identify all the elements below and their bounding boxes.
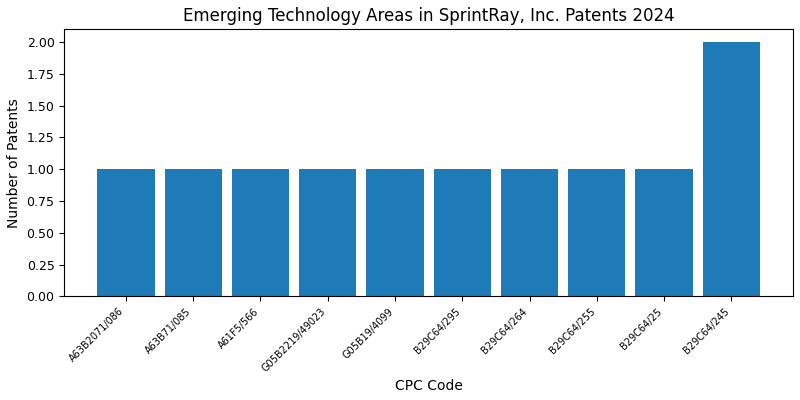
Bar (501, 169, 558, 296)
Bar (98, 169, 154, 296)
Bar (165, 169, 222, 296)
Title: Emerging Technology Areas in SprintRay, Inc. Patents 2024: Emerging Technology Areas in SprintRay, … (183, 7, 674, 25)
Bar (702, 42, 760, 296)
Bar (635, 169, 693, 296)
Bar (366, 169, 423, 296)
X-axis label: CPC Code: CPC Code (394, 379, 462, 393)
Bar (568, 169, 626, 296)
Bar (299, 169, 356, 296)
Bar (232, 169, 289, 296)
Bar (434, 169, 491, 296)
Y-axis label: Number of Patents: Number of Patents (7, 98, 21, 228)
